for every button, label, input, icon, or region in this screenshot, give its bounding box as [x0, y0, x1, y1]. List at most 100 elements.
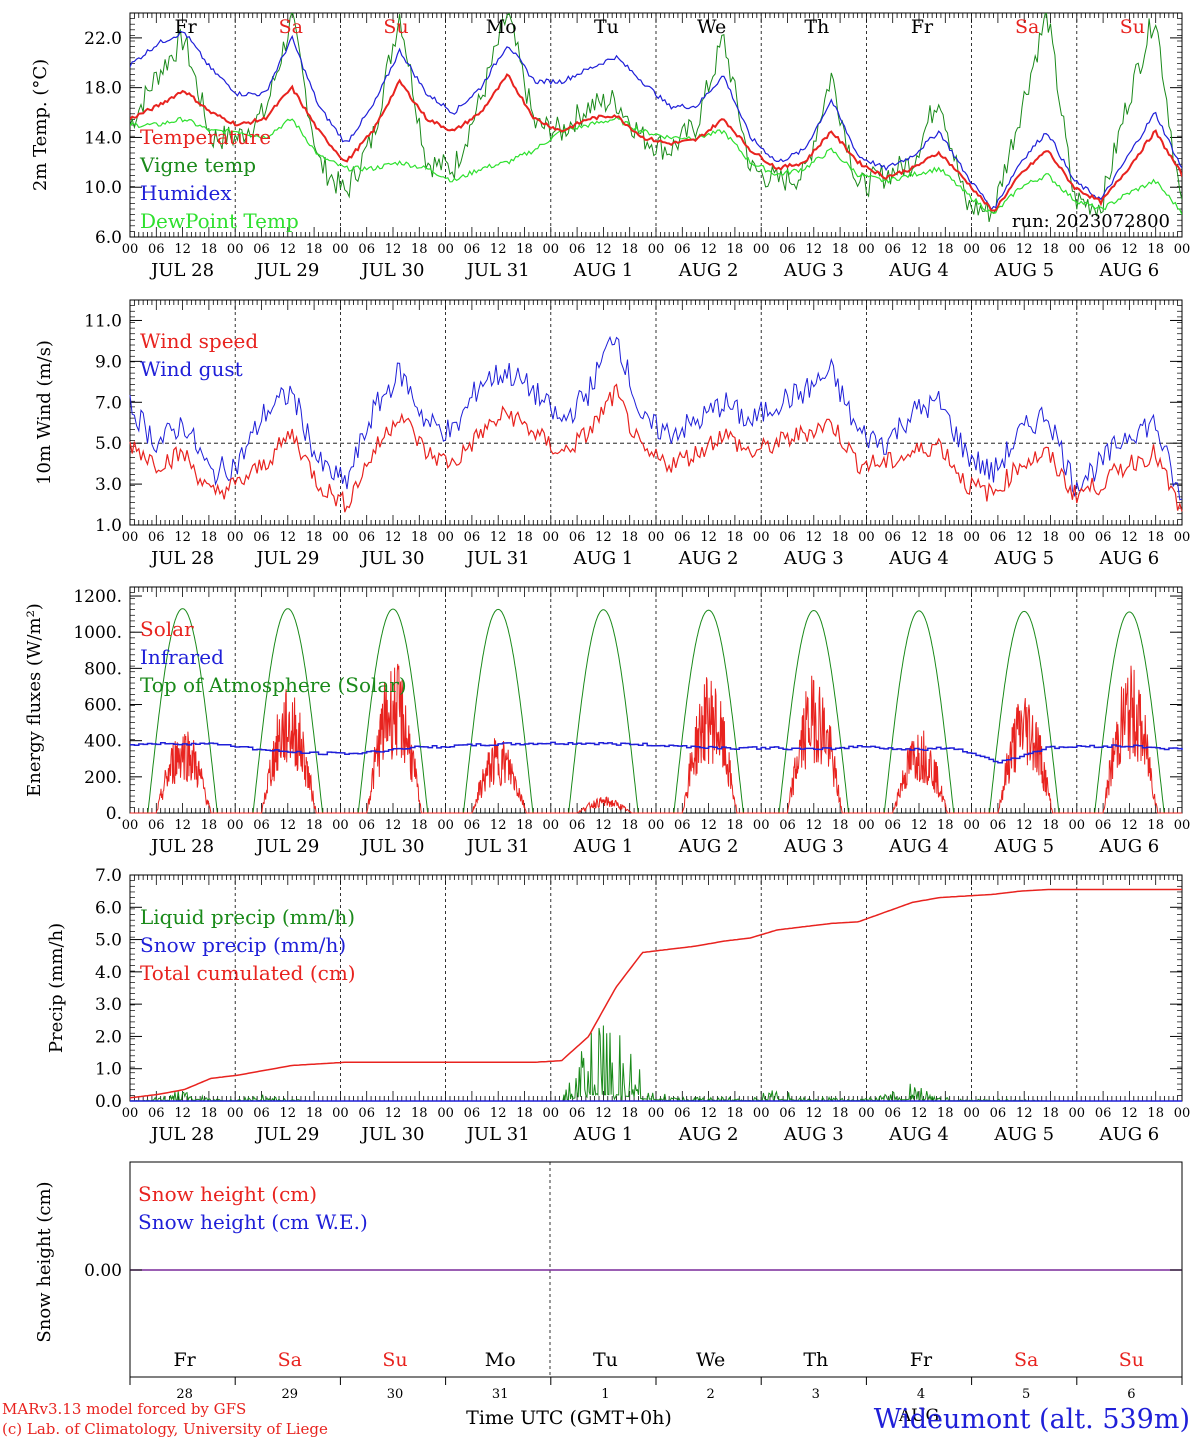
hour-tick-label: 00	[1069, 242, 1086, 257]
hour-tick-label: 18	[1042, 818, 1059, 833]
vigne-temp-line	[130, 13, 1182, 223]
temperature-series	[130, 13, 1182, 223]
date-label: AUG 1	[573, 548, 634, 569]
hour-tick-label: 18	[621, 242, 638, 257]
hour-tick-label: 18	[621, 530, 638, 545]
hour-tick-label: 06	[674, 818, 691, 833]
hour-tick-label: 06	[674, 242, 691, 257]
hour-tick-label: 00	[437, 1106, 454, 1121]
date-label: JUL 28	[149, 1124, 214, 1145]
y-axis-label: 10m Wind (m/s)	[34, 340, 55, 485]
weekday-label: Mo	[485, 1349, 516, 1371]
hour-tick-label: 12	[595, 530, 612, 545]
date-label: AUG 3	[783, 836, 844, 857]
y-tick-label: 7.0	[95, 393, 122, 413]
run-label: run: 2023072800	[1012, 211, 1170, 232]
hour-tick-label: 12	[700, 1106, 717, 1121]
hour-tick-label: 18	[411, 242, 428, 257]
hour-tick-label: 00	[227, 818, 244, 833]
date-label: JUL 29	[254, 1124, 319, 1145]
hour-tick-label: 00	[753, 242, 770, 257]
hour-tick-label: 18	[201, 818, 218, 833]
hour-tick-label: 00	[227, 242, 244, 257]
weekday-label: Th	[804, 16, 829, 38]
hour-tick-label: 06	[674, 1106, 691, 1121]
hour-tick-label: 18	[306, 242, 323, 257]
hour-tick-label: 00	[227, 530, 244, 545]
credit-lab: (c) Lab. of Climatology, University of L…	[2, 1420, 328, 1438]
legend-entry: Solar	[140, 617, 194, 641]
weekday-label: Sa	[278, 1349, 302, 1371]
hour-tick-label: 12	[911, 1106, 928, 1121]
hour-tick-label: 18	[411, 530, 428, 545]
hour-tick-label: 12	[490, 242, 507, 257]
hour-tick-label: 00	[122, 242, 139, 257]
hour-tick-label: 06	[253, 530, 270, 545]
y-tick-label: 1200.	[73, 587, 122, 607]
weekday-label: Tu	[593, 1349, 618, 1371]
date-label: AUG 2	[678, 260, 739, 281]
hour-tick-label: 18	[1147, 530, 1164, 545]
legend-entry: Snow height (cm)	[138, 1182, 317, 1206]
weekday-label: Su	[1119, 1349, 1144, 1371]
energy-panel: 0. 200. 400. 600. 800. 1000. 1200. Energy fluxe…	[24, 586, 1190, 857]
y-tick-label: 14.0	[84, 128, 122, 148]
hour-tick-label: 00	[858, 1106, 875, 1121]
hour-tick-label: 00	[648, 1106, 665, 1121]
temperature-panel: 6.0 10.0 14.0 18.0 22.0 2m Temp. (°C) Temperat…	[30, 12, 1190, 281]
hour-tick-label: 12	[385, 242, 402, 257]
date-label: JUL 31	[465, 836, 530, 857]
y-axis-label: 2m Temp. (°C)	[30, 59, 51, 191]
hour-tick-label: 12	[911, 242, 928, 257]
date-label: AUG 1	[573, 260, 634, 281]
hour-tick-label: 06	[358, 242, 375, 257]
hour-tick-label: 12	[385, 530, 402, 545]
hour-tick-label: 00	[753, 1106, 770, 1121]
date-label: AUG 6	[1099, 836, 1160, 857]
y-tick-label: 10.0	[84, 178, 122, 198]
hour-tick-label: 00	[648, 242, 665, 257]
hour-tick-label: 06	[358, 1106, 375, 1121]
cumulated-precip-line	[129, 888, 1182, 1099]
date-label: AUG 2	[678, 548, 739, 569]
weekday-label: We	[697, 16, 726, 38]
wind-speed-line	[129, 383, 1183, 513]
hour-tick-label: 18	[1147, 242, 1164, 257]
date-label: AUG 5	[993, 1124, 1054, 1145]
y-tick-label: 800.	[84, 659, 122, 679]
weekday-label: Sa	[1014, 1349, 1038, 1371]
legend-entry: Liquid precip (mm/h)	[140, 905, 355, 929]
weekday-label: Fr	[910, 1349, 933, 1371]
liquid-precip-line	[129, 1025, 1182, 1103]
date-label: AUG 2	[678, 1124, 739, 1145]
date-label: AUG 4	[888, 260, 949, 281]
hour-tick-label: 00	[543, 818, 560, 833]
legend-entry: Vigne temp	[139, 153, 256, 177]
date-label: AUG 5	[993, 260, 1054, 281]
hour-tick-label: 18	[832, 1106, 849, 1121]
weekday-label: Fr	[173, 1349, 196, 1371]
hour-tick-label: 18	[832, 530, 849, 545]
y-tick-label: 5.0	[95, 434, 122, 454]
y-tick-label: 1.0	[95, 1060, 122, 1080]
hour-tick-label: 00	[1174, 530, 1191, 545]
hour-tick-label: 00	[858, 818, 875, 833]
day-number-label: 3	[812, 1387, 820, 1402]
hour-tick-label: 12	[700, 530, 717, 545]
y-tick-label: 400.	[84, 732, 122, 752]
y-tick-label: 2.0	[95, 1027, 122, 1047]
hour-tick-label: 12	[1016, 1106, 1033, 1121]
date-label: JUL 29	[254, 260, 319, 281]
hour-tick-label: 12	[806, 1106, 823, 1121]
hour-tick-label: 12	[385, 818, 402, 833]
y-tick-label: 22.0	[84, 29, 122, 49]
y-tick-label: 200.	[84, 768, 122, 788]
day-number-label: 1	[601, 1387, 609, 1402]
dewpoint-line	[130, 116, 1182, 215]
hour-tick-label: 00	[437, 530, 454, 545]
date-label: AUG 4	[888, 548, 949, 569]
hour-tick-label: 00	[858, 530, 875, 545]
date-label: AUG 6	[1099, 1124, 1160, 1145]
hour-tick-label: 06	[464, 530, 481, 545]
hour-tick-label: 00	[648, 818, 665, 833]
